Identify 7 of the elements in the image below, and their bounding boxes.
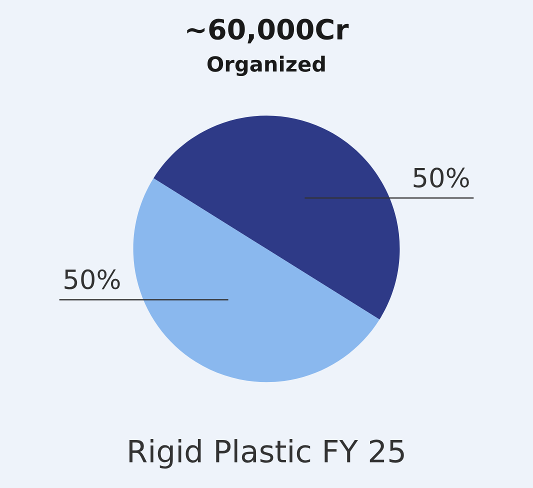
pie-slice (154, 116, 400, 320)
chart-subtitle: Organized (207, 56, 325, 76)
data-label: 50% (414, 168, 469, 188)
text: Rigid Plastic FY 25 (129, 439, 404, 469)
data-label: 50% (64, 269, 120, 290)
pie-slice (133, 178, 380, 382)
chart-title: ~60,000Cr (187, 18, 349, 44)
